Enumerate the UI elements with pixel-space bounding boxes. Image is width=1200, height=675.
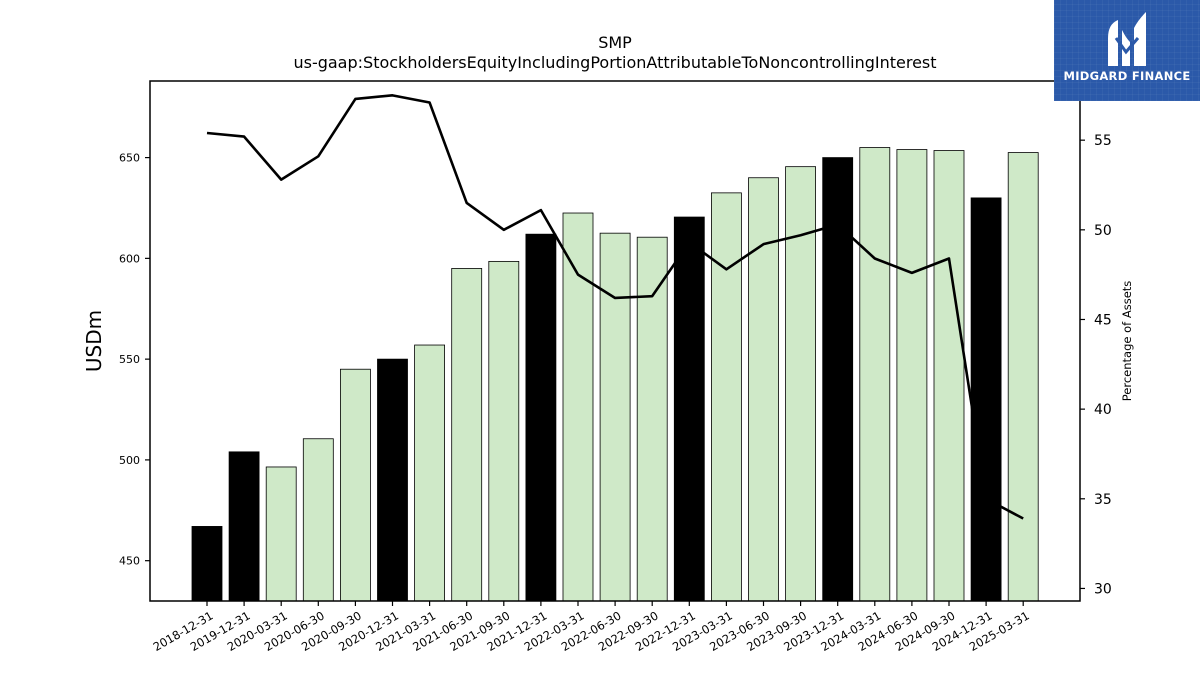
x-axis: 2018-12-312019-12-312020-03-312020-06-30… [151,601,1032,654]
bar-2020-06-30 [302,438,334,602]
y-axis-left: 450 500 550 600 650 [119,152,150,568]
bar-2021-09-30 [488,260,520,602]
bar-2020-12-31 [377,358,408,602]
y-right-tick-label: 50 [1094,223,1112,239]
bar-2019-12-31 [228,451,260,602]
chart-title: SMP [598,33,632,52]
y-axis-right: 30 35 40 45 50 55 [1080,133,1112,597]
bar-2024-09-30 [933,150,965,602]
y-right-tick-label: 35 [1094,492,1112,508]
logo-mark-icon [1108,12,1146,66]
y-tick-label: 600 [119,252,140,265]
bar-2024-06-30 [896,149,928,602]
y-right-tick-label: 30 [1094,581,1112,597]
y-axis-label-left: USDm [82,310,106,372]
bar-2018-12-31 [191,526,223,602]
bar-2023-03-31 [711,192,742,602]
bar-2022-12-31 [673,216,705,602]
bars-group [191,147,1039,602]
midgard-finance-logo: MIDGARD FINANCE [1054,0,1200,101]
bar-2022-03-31 [562,212,594,602]
y-tick-label: 650 [119,152,140,165]
bar-2023-06-30 [748,177,779,602]
line-group [206,94,1024,520]
y-right-tick-label: 45 [1094,312,1112,328]
bar-2021-06-30 [451,268,483,602]
bar-2024-03-31 [859,147,891,602]
y-right-tick-label: 40 [1094,402,1112,418]
y-tick-label: 450 [119,555,140,568]
y-tick-label: 550 [119,353,140,366]
bar-2024-12-31 [970,197,1002,602]
bar-2025-03-31 [1007,152,1039,602]
bar-2023-09-30 [785,166,816,602]
bar-2021-03-31 [414,344,446,602]
bar-2020-09-30 [339,368,371,602]
y-axis-label-right: Percentage of Assets [1120,281,1134,402]
y-right-tick-label: 55 [1094,133,1112,149]
bar-2023-12-31 [822,157,854,602]
logo-text: MIDGARD FINANCE [1063,69,1191,83]
chart-subtitle: us-gaap:StockholdersEquityIncludingPorti… [293,53,936,72]
bar-2022-06-30 [599,232,631,602]
y-tick-label: 500 [119,454,140,467]
bar-2022-09-30 [636,236,668,602]
bar-2021-12-31 [525,233,557,602]
pct-assets-line [206,94,1024,520]
bar-2020-03-31 [265,466,297,602]
